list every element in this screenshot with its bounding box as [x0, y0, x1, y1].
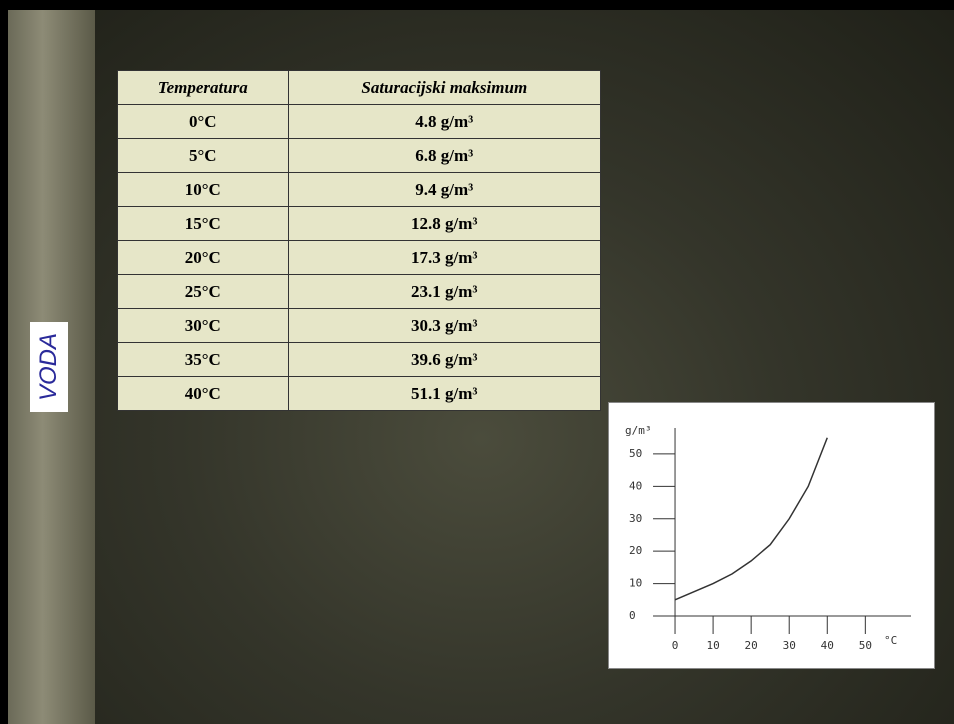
table-cell: 17.3 g/m³ — [288, 241, 600, 275]
table-cell: 5°C — [118, 139, 289, 173]
table-cell: 39.6 g/m³ — [288, 343, 600, 377]
table-cell: 30.3 g/m³ — [288, 309, 600, 343]
table-cell: 9.4 g/m³ — [288, 173, 600, 207]
table-cell: 35°C — [118, 343, 289, 377]
x-tick-label: 50 — [859, 639, 872, 652]
y-tick-label: 20 — [629, 544, 642, 557]
y-tick-label: 0 — [629, 609, 636, 622]
table-cell: 6.8 g/m³ — [288, 139, 600, 173]
x-tick-label: 30 — [783, 639, 796, 652]
table-cell: 10°C — [118, 173, 289, 207]
table-cell: 25°C — [118, 275, 289, 309]
table-cell: 23.1 g/m³ — [288, 275, 600, 309]
y-axis-label: g/m³ — [625, 424, 652, 437]
y-tick-label: 50 — [629, 447, 642, 460]
table-cell: 15°C — [118, 207, 289, 241]
x-tick-label: 40 — [821, 639, 834, 652]
data-line — [675, 438, 827, 600]
table-cell: 4.8 g/m³ — [288, 105, 600, 139]
chart: 0 10 20 30 40 50 0 10 20 30 40 50 g/m³ °C — [608, 402, 935, 669]
x-tick-label: 0 — [672, 639, 679, 652]
table-cell: 40°C — [118, 377, 289, 411]
header-cell: Saturacijski maksimum — [288, 71, 600, 105]
side-label: VODA — [35, 333, 63, 401]
y-tick-label: 30 — [629, 512, 642, 525]
table-cell: 0°C — [118, 105, 289, 139]
x-tick-label: 10 — [706, 639, 719, 652]
y-tick-label: 40 — [629, 479, 642, 492]
y-tick-label: 10 — [629, 577, 642, 590]
header-cell: Temperatura — [118, 71, 289, 105]
x-axis-label: °C — [884, 634, 897, 647]
table-cell: 51.1 g/m³ — [288, 377, 600, 411]
x-tick-label: 20 — [745, 639, 758, 652]
table-cell: 20°C — [118, 241, 289, 275]
table-cell: 30°C — [118, 309, 289, 343]
page: VODA TemperaturaSaturacijski maksimum0°C… — [0, 0, 954, 724]
side-label-box: VODA — [30, 322, 68, 412]
table-cell: 12.8 g/m³ — [288, 207, 600, 241]
